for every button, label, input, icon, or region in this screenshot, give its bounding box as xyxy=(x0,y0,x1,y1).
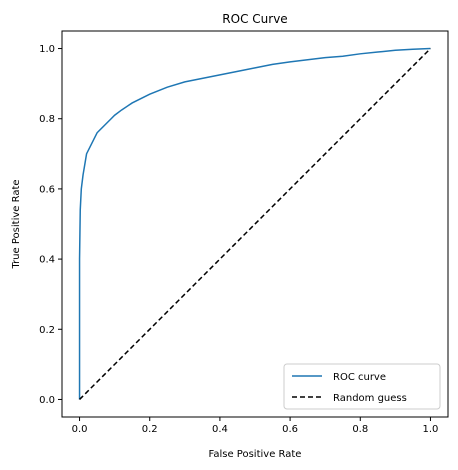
y-tick-label: 0.8 xyxy=(39,114,55,125)
plot-frame xyxy=(61,30,449,418)
legend-label-random: Random guess xyxy=(333,393,407,404)
x-tick-label: 0.4 xyxy=(212,424,228,435)
y-axis-label: True Positive Rate xyxy=(11,179,22,269)
axis-ticks: 0.0 0.2 0.4 0.6 0.8 1.0 0.0 0.2 0.4 0.6 0.8 1.0 xyxy=(39,44,438,435)
plot-area xyxy=(78,47,431,400)
y-tick-label: 0.6 xyxy=(39,184,55,195)
series-line-roc-curve xyxy=(78,47,431,400)
series-line-random-guess xyxy=(79,48,431,400)
legend: ROC curve Random guess xyxy=(283,363,441,410)
x-tick-label: 0.2 xyxy=(142,424,158,435)
y-tick-label: 0.4 xyxy=(39,255,55,266)
x-tick-label: 0.6 xyxy=(282,424,298,435)
x-axis-label: False Positive Rate xyxy=(209,449,302,460)
y-tick-label: 1.0 xyxy=(39,44,55,55)
legend-box xyxy=(283,363,441,410)
legend-label-roc: ROC curve xyxy=(333,372,386,383)
x-tick-label: 0.0 xyxy=(72,424,88,435)
x-tick-label: 1.0 xyxy=(423,424,439,435)
y-tick-label: 0.2 xyxy=(39,325,55,336)
y-tick-label: 0.0 xyxy=(39,395,55,406)
x-tick-label: 0.8 xyxy=(352,424,368,435)
chart-title: ROC Curve xyxy=(222,12,287,26)
